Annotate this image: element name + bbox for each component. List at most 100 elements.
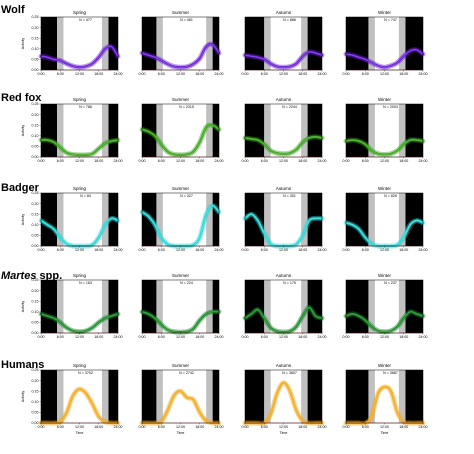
night-block [142, 17, 157, 70]
panel-r3-c2: Autumn N = 175 0:00 6:00 12:00 18:00 24:00 [242, 273, 327, 339]
x-tick-label: 12:00 [75, 248, 84, 252]
x-tick-label: 24:00 [114, 72, 123, 76]
sample-size-label: N = 224 [180, 281, 193, 285]
season-title: Spring [73, 186, 87, 191]
night-block [142, 280, 157, 333]
activity-line-highlight [244, 307, 323, 333]
twilight-block [57, 104, 64, 157]
twilight-block [57, 370, 64, 423]
y-tick-label: 0.05 [32, 234, 39, 238]
x-tick-label: 6:00 [57, 72, 64, 76]
y-axis-title: Activity [21, 125, 25, 137]
twilight-block [301, 370, 308, 423]
x-tick-label: 6:00 [158, 248, 165, 252]
sample-size-label: N = 826 [384, 194, 397, 198]
x-axis-title: Time [177, 431, 185, 435]
twilight-block [156, 370, 163, 423]
panel-r3-c0: Spring N = 163 0:00 6:00 12:00 18:00 24:00 0.00… [21, 273, 123, 339]
x-tick-label: 0:00 [343, 248, 350, 252]
x-tick-label: 0:00 [242, 159, 249, 163]
x-tick-label: 0:00 [139, 335, 146, 339]
night-block [108, 370, 118, 423]
species-label-4: Humans [1, 359, 44, 371]
season-title: Summer [172, 97, 190, 102]
x-tick-label: 18:00 [195, 248, 204, 252]
activity-line-highlight [40, 139, 119, 156]
panel-r3-c3: Winter N = 237 0:00 6:00 12:00 18:00 24:00 [343, 273, 428, 339]
x-tick-label: 6:00 [57, 425, 64, 429]
x-tick-label: 12:00 [75, 425, 84, 429]
x-tick-label: 0:00 [343, 335, 350, 339]
species-label-3: Martes spp. [1, 270, 62, 282]
twilight-block [264, 17, 271, 70]
night-block [41, 104, 58, 157]
y-tick-label: 0.05 [32, 321, 39, 325]
sample-size-label: N = 2244 [282, 105, 297, 109]
x-tick-label: 6:00 [158, 72, 165, 76]
twilight-block [156, 193, 163, 246]
panel-r2-c0: Spring N = 84 0:00 6:00 12:00 18:00 24:00 0.00 0… [21, 186, 123, 252]
x-tick-label: 18:00 [94, 425, 103, 429]
activity-line-highlight [244, 51, 323, 68]
x-tick-label: 18:00 [399, 72, 408, 76]
twilight-block [301, 104, 308, 157]
twilight-block [368, 370, 375, 423]
night-block [108, 104, 118, 157]
twilight-block [398, 370, 406, 423]
night-block [41, 193, 58, 246]
y-tick-label: 0.25 [32, 278, 39, 282]
night-block [346, 280, 369, 333]
x-tick-label: 6:00 [261, 335, 268, 339]
x-tick-label: 6:00 [57, 335, 64, 339]
activity-line-highlight [40, 313, 119, 332]
y-tick-label: 0.15 [32, 299, 39, 303]
x-tick-label: 18:00 [94, 248, 103, 252]
x-tick-label: 24:00 [419, 425, 428, 429]
sample-size-label: N = 3807 [282, 371, 297, 375]
x-tick-label: 18:00 [298, 159, 307, 163]
twilight-block [206, 104, 213, 157]
x-tick-label: 0:00 [242, 248, 249, 252]
x-tick-label: 0:00 [242, 335, 249, 339]
season-title: Autumn [276, 273, 292, 278]
sample-size-label: N = 2315 [179, 105, 194, 109]
y-tick-label: 0.00 [32, 244, 39, 248]
twilight-block [206, 280, 213, 333]
panel-r3-c1: Summer N = 224 0:00 6:00 12:00 18:00 24:00 [139, 273, 224, 339]
x-tick-label: 12:00 [279, 72, 288, 76]
y-axis-title: Activity [21, 38, 25, 50]
night-block [405, 280, 423, 333]
panel-r1-c3: Winter N = 2003 0:00 6:00 12:00 18:00 24:00 [343, 97, 428, 163]
y-tick-label: 0.15 [32, 36, 39, 40]
activity-line-highlight [141, 124, 220, 156]
x-tick-label: 18:00 [399, 335, 408, 339]
season-title: Winter [378, 10, 392, 15]
sample-size-label: N = 237 [384, 281, 397, 285]
night-block [307, 104, 322, 157]
x-tick-label: 0:00 [38, 159, 45, 163]
y-tick-label: 0.10 [32, 400, 39, 404]
x-tick-label: 24:00 [318, 425, 327, 429]
x-tick-label: 0:00 [139, 159, 146, 163]
twilight-block [101, 280, 109, 333]
x-tick-label: 6:00 [362, 335, 369, 339]
x-axis-title: Time [381, 431, 389, 435]
species-label-rest: spp. [36, 270, 62, 282]
y-tick-label: 0.15 [32, 389, 39, 393]
x-tick-label: 0:00 [343, 72, 350, 76]
twilight-block [368, 17, 375, 70]
twilight-block [101, 17, 109, 70]
panel-r2-c3: Winter N = 826 0:00 6:00 12:00 18:00 24:00 [343, 186, 428, 252]
x-tick-label: 18:00 [399, 159, 408, 163]
season-title: Summer [172, 10, 190, 15]
x-tick-label: 12:00 [279, 159, 288, 163]
x-tick-label: 0:00 [139, 72, 146, 76]
x-tick-label: 12:00 [380, 335, 389, 339]
panel-r0-c1: Summer N = 461 0:00 6:00 12:00 18:00 24:00 [139, 10, 224, 76]
x-tick-label: 24:00 [318, 335, 327, 339]
x-tick-label: 12:00 [176, 248, 185, 252]
panel-r1-c0: Spring N = 786 0:00 6:00 12:00 18:00 24:00 0.00… [21, 97, 123, 163]
x-tick-label: 6:00 [362, 248, 369, 252]
twilight-block [206, 370, 213, 423]
x-tick-label: 12:00 [176, 72, 185, 76]
